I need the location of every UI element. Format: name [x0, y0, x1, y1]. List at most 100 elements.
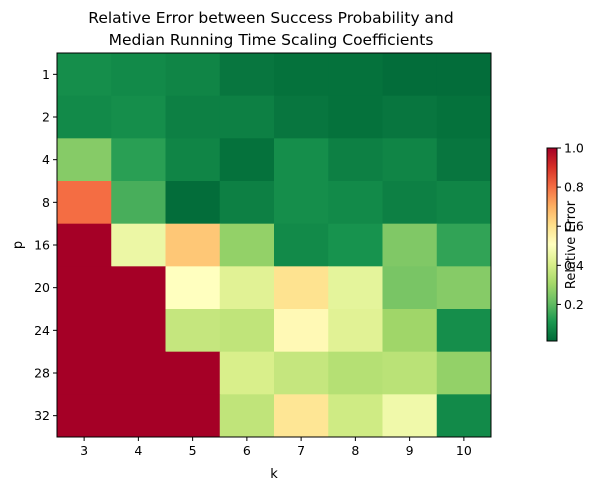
- heatmap-cell-p2-k5: [165, 95, 221, 139]
- y-tick-label: 1: [42, 67, 50, 82]
- chart-title-line-1: Relative Error between Success Probabili…: [88, 9, 453, 27]
- heatmap-cell-p32-k4: [111, 394, 166, 438]
- heatmap-cell-p16-k5: [165, 223, 221, 267]
- colorbar-label: Relative Error: [564, 200, 579, 289]
- heatmap-cell-p24-k3: [57, 309, 112, 353]
- y-tick-label: 24: [34, 323, 50, 338]
- heatmap-cell-p1-k4: [111, 53, 166, 97]
- heatmap-cell-p4-k6: [219, 138, 275, 182]
- heatmap-cells: [57, 53, 492, 438]
- heatmap-cell-p28-k6: [219, 351, 275, 395]
- heatmap-cell-p4-k8: [328, 138, 383, 182]
- heatmap-cell-p8-k6: [219, 181, 275, 225]
- colorbar-tick-label: 0.8: [564, 180, 584, 195]
- heatmap-cell-p20-k10: [436, 266, 492, 310]
- x-tick-label: 5: [189, 443, 197, 458]
- heatmap-cell-p2-k4: [111, 95, 166, 139]
- heatmap-cell-p1-k8: [328, 53, 383, 97]
- heatmap-cell-p2-k6: [219, 95, 275, 139]
- heatmap-cell-p24-k4: [111, 309, 166, 353]
- y-tick-label: 4: [42, 152, 50, 167]
- heatmap-cell-p32-k9: [382, 394, 438, 438]
- heatmap-cell-p1-k7: [274, 53, 329, 97]
- heatmap-cell-p4-k5: [165, 138, 221, 182]
- heatmap-cell-p4-k3: [57, 138, 112, 182]
- heatmap-cell-p24-k7: [274, 309, 329, 353]
- y-tick-label: 8: [42, 195, 50, 210]
- heatmap-cell-p16-k3: [57, 223, 112, 267]
- heatmap-cell-p2-k9: [382, 95, 438, 139]
- colorbar-tick-label: 1.0: [564, 141, 584, 156]
- heatmap-cell-p8-k8: [328, 181, 383, 225]
- heatmap-cell-p20-k5: [165, 266, 221, 310]
- heatmap-cell-p20-k4: [111, 266, 166, 310]
- y-tick-label: 28: [34, 366, 50, 381]
- heatmap-cell-p1-k10: [436, 53, 492, 97]
- heatmap-cell-p2-k10: [436, 95, 492, 139]
- heatmap-cell-p16-k9: [382, 223, 438, 267]
- heatmap-cell-p32-k10: [436, 394, 492, 438]
- colorbar-tick-label: 0.2: [564, 297, 584, 312]
- heatmap-cell-p1-k9: [382, 53, 438, 97]
- heatmap-cell-p20-k6: [219, 266, 275, 310]
- heatmap-cell-p2-k3: [57, 95, 112, 139]
- x-axis-label: k: [270, 467, 278, 482]
- heatmap-cell-p16-k10: [436, 223, 492, 267]
- colorbar-tick-label: 0.6: [564, 219, 584, 234]
- heatmap-cell-p20-k7: [274, 266, 329, 310]
- heatmap-cell-p4-k7: [274, 138, 329, 182]
- y-tick-label: 2: [42, 110, 50, 125]
- heatmap-cell-p1-k3: [57, 53, 112, 97]
- heatmap-cell-p32-k7: [274, 394, 329, 438]
- y-axis-label: p: [11, 241, 26, 249]
- heatmap-cell-p32-k3: [57, 394, 112, 438]
- heatmap-cell-p28-k10: [436, 351, 492, 395]
- heatmap-cell-p28-k3: [57, 351, 112, 395]
- heatmap-cell-p8-k4: [111, 181, 166, 225]
- x-tick-label: 7: [297, 443, 305, 458]
- heatmap-cell-p24-k10: [436, 309, 492, 353]
- x-tick-label: 4: [134, 443, 142, 458]
- colorbar-gradient: [546, 147, 558, 342]
- heatmap-cell-p2-k8: [328, 95, 383, 139]
- heatmap-cell-p20-k9: [382, 266, 438, 310]
- heatmap-cell-p8-k3: [57, 181, 112, 225]
- y-tick-label: 16: [34, 238, 50, 253]
- heatmap-cell-p4-k9: [382, 138, 438, 182]
- heatmap-cell-p20-k3: [57, 266, 112, 310]
- x-tick-label: 9: [406, 443, 414, 458]
- x-tick-label: 6: [243, 443, 251, 458]
- x-tick-label: 3: [80, 443, 88, 458]
- colorbar-tick-label: 0.4: [564, 258, 584, 273]
- heatmap-cell-p8-k10: [436, 181, 492, 225]
- heatmap-cell-p28-k4: [111, 351, 166, 395]
- heatmap-cell-p24-k6: [219, 309, 275, 353]
- y-tick-label: 20: [34, 280, 50, 295]
- y-tick-label: 32: [34, 408, 50, 423]
- heatmap-cell-p4-k10: [436, 138, 492, 182]
- heatmap-cell-p32-k6: [219, 394, 275, 438]
- heatmap-cell-p8-k9: [382, 181, 438, 225]
- x-tick-label: 10: [456, 443, 472, 458]
- heatmap-cell-p24-k8: [328, 309, 383, 353]
- x-axis: 3 4 5 6 7 8 9 10: [80, 437, 472, 458]
- heatmap-cell-p28-k9: [382, 351, 438, 395]
- heatmap-cell-p28-k8: [328, 351, 383, 395]
- heatmap-cell-p4-k4: [111, 138, 166, 182]
- heatmap-cell-p16-k7: [274, 223, 329, 267]
- heatmap-cell-p2-k7: [274, 95, 329, 139]
- heatmap-cell-p24-k9: [382, 309, 438, 353]
- heatmap-cell-p8-k5: [165, 181, 221, 225]
- heatmap-cell-p8-k7: [274, 181, 329, 225]
- colorbar: [546, 147, 558, 342]
- heatmap-cell-p16-k4: [111, 223, 166, 267]
- heatmap-cell-p24-k5: [165, 309, 221, 353]
- x-tick-label: 8: [351, 443, 359, 458]
- heatmap-cell-p16-k8: [328, 223, 383, 267]
- chart-title-line-2: Median Running Time Scaling Coefficients: [109, 31, 434, 49]
- colorbar-ticks: 0.2 0.4 0.6 0.8 1.0: [557, 141, 584, 312]
- heatmap-cell-p1-k5: [165, 53, 221, 97]
- heatmap-cell-p32-k5: [165, 394, 221, 438]
